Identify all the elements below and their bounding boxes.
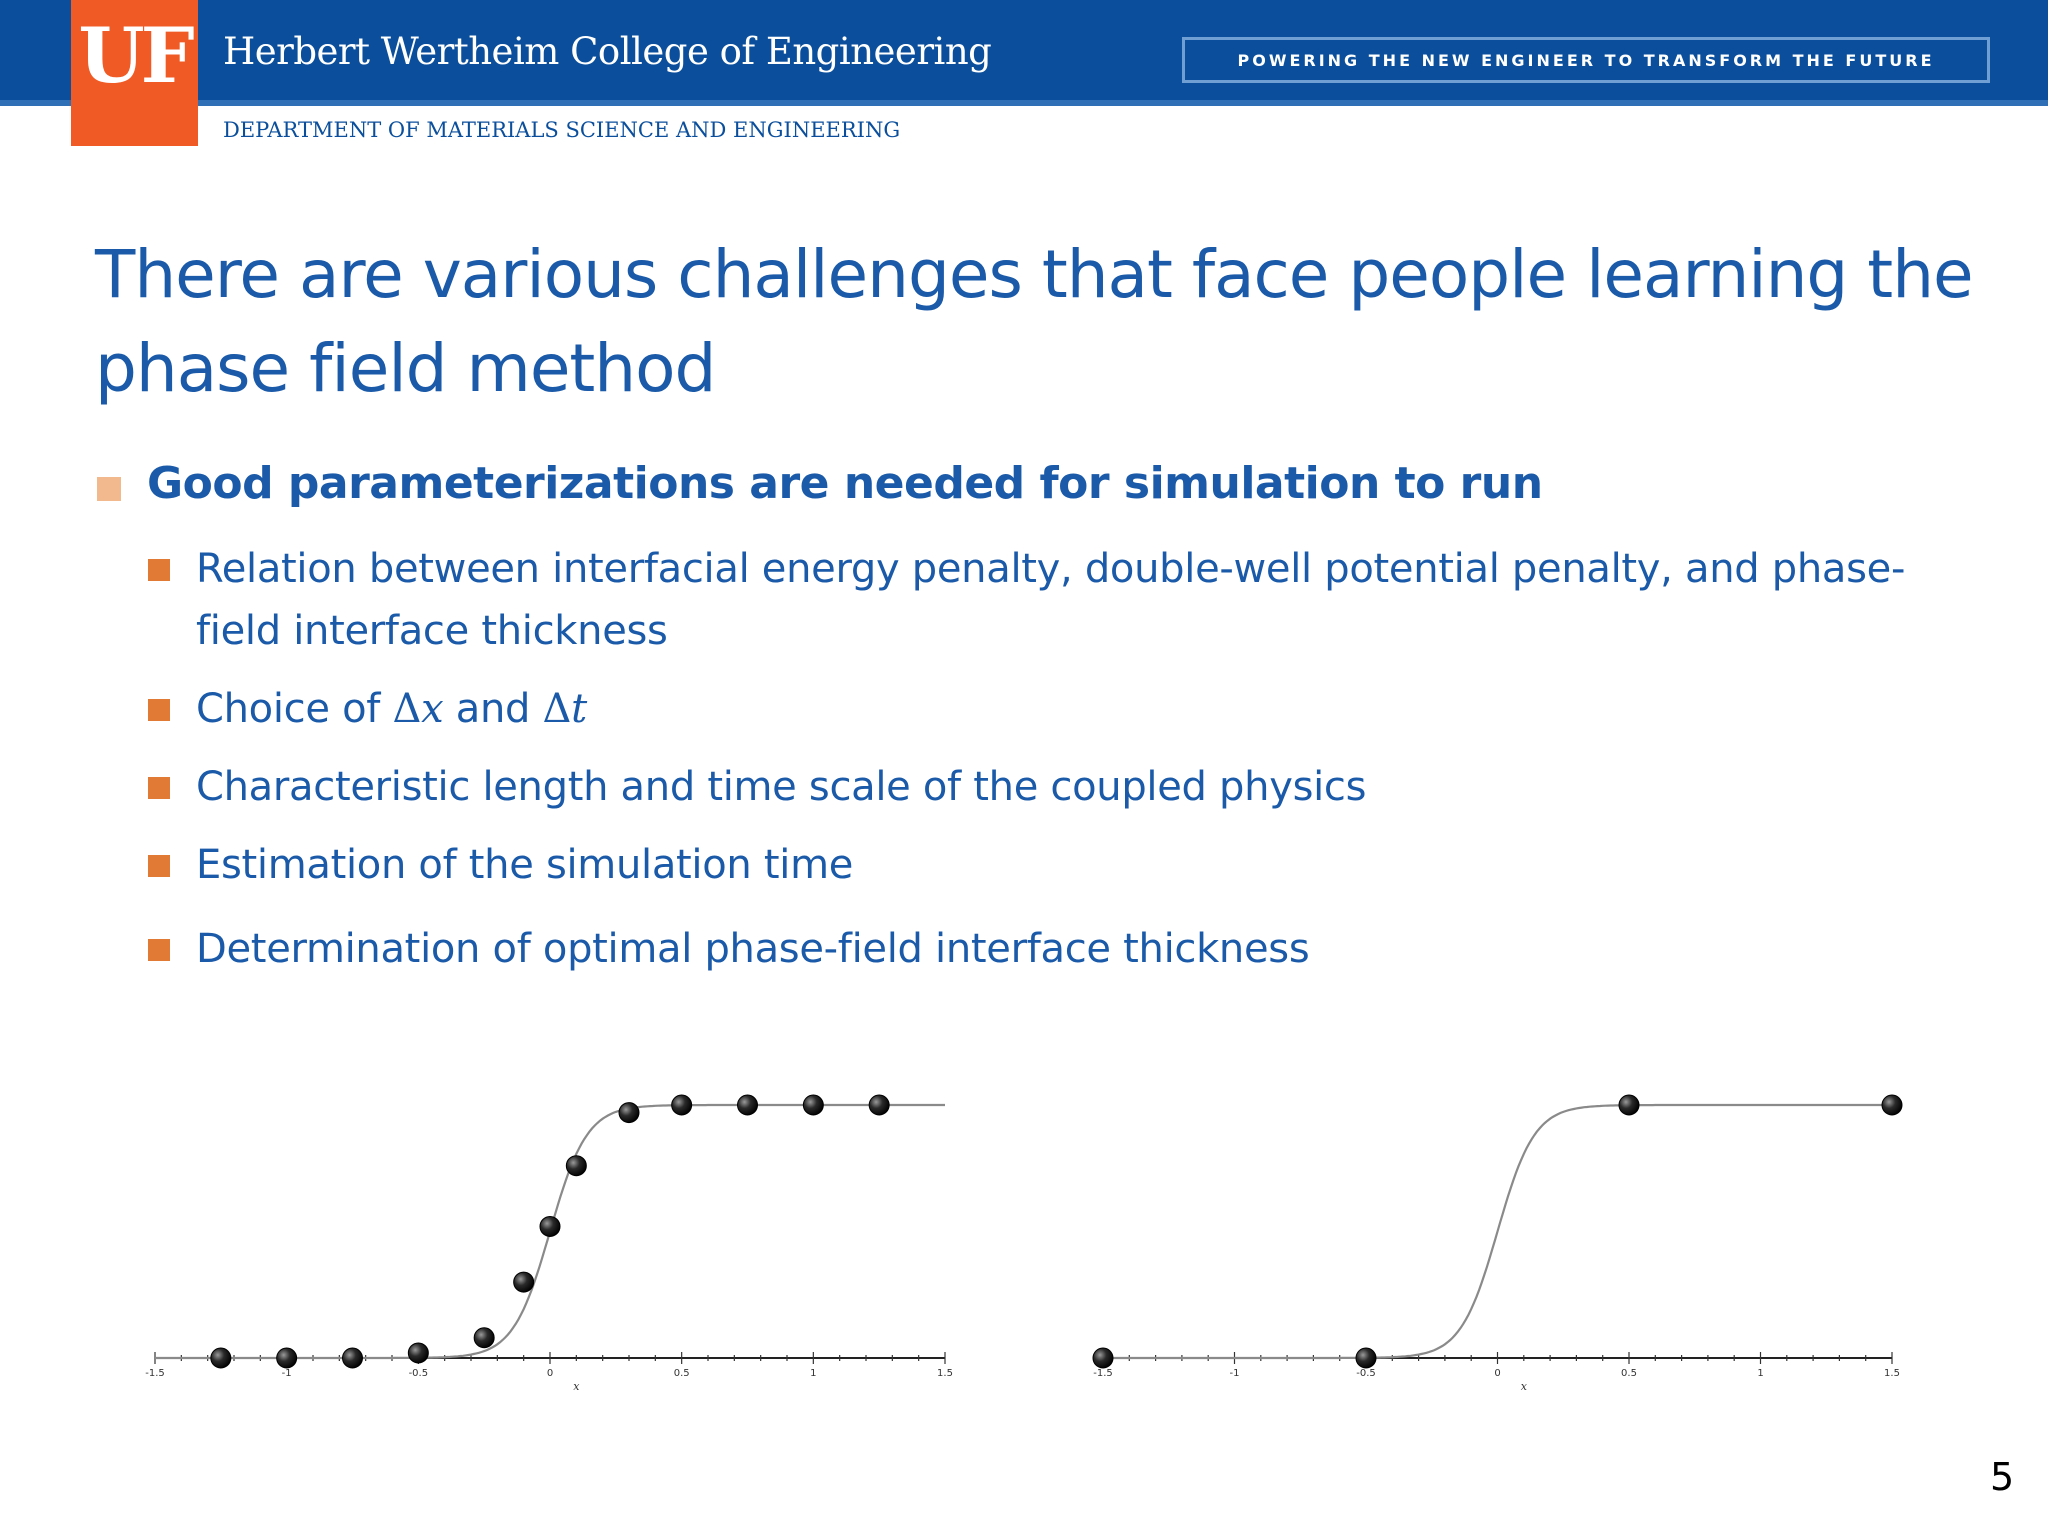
tick-label: -0.5 bbox=[1356, 1368, 1376, 1379]
data-point bbox=[1092, 1347, 1114, 1369]
tick-label: -0.5 bbox=[409, 1368, 429, 1379]
sub-bullet-text: Relation between interfacial energy pena… bbox=[196, 546, 1906, 654]
sub-bullet-text: Estimation of the simulation time bbox=[196, 842, 854, 888]
math-delta-t: Δt bbox=[542, 686, 588, 732]
slogan-box: POWERING THE NEW ENGINEER TO TRANSFORM T… bbox=[1182, 37, 1990, 83]
slide-title: There are various challenges that face p… bbox=[95, 236, 1974, 407]
college-name: Herbert Wertheim College of Engineering bbox=[223, 30, 992, 73]
tick-label: 0 bbox=[1494, 1368, 1500, 1379]
tick-label: -1.5 bbox=[1093, 1368, 1113, 1379]
sub-bullet-simulation-time: Estimation of the simulation time bbox=[148, 834, 1956, 896]
bullet-square-icon bbox=[97, 477, 121, 501]
tick-label: 0 bbox=[547, 1368, 553, 1379]
sub-bullet-text: Characteristic length and time scale of … bbox=[196, 764, 1367, 810]
math-delta-symbol: Δ bbox=[392, 686, 422, 732]
data-point bbox=[868, 1094, 890, 1116]
sub-bullet-choice-dx-dt: Choice of Δx and Δt bbox=[148, 678, 1956, 740]
data-point bbox=[473, 1327, 495, 1349]
bullet-square-icon bbox=[148, 939, 170, 961]
math-variable: t bbox=[571, 686, 587, 732]
tick-label: 1.5 bbox=[937, 1368, 953, 1379]
sub-bullet-text: Determination of optimal phase-field int… bbox=[196, 926, 1310, 972]
data-point bbox=[1881, 1094, 1903, 1116]
data-point bbox=[737, 1094, 758, 1116]
tick-label: 1.5 bbox=[1884, 1368, 1900, 1379]
sub-bullet-interfacial-relation: Relation between interfacial energy pena… bbox=[148, 538, 1956, 662]
tick-label: -1 bbox=[282, 1368, 292, 1379]
tick-label: 1 bbox=[810, 1368, 816, 1379]
tick-label: -1.5 bbox=[145, 1368, 165, 1379]
data-point bbox=[539, 1215, 561, 1237]
header-band bbox=[0, 0, 2048, 106]
uf-logo: UF bbox=[71, 0, 198, 146]
tick-label: 0.5 bbox=[674, 1368, 690, 1379]
sub-bullet-middle: and bbox=[443, 686, 543, 732]
tick-label: 1 bbox=[1757, 1368, 1763, 1379]
slide-number: 5 bbox=[1990, 1455, 2015, 1499]
math-delta-symbol: Δ bbox=[542, 686, 572, 732]
sub-bullet-optimal-thickness: Determination of optimal phase-field int… bbox=[148, 918, 1956, 980]
uf-logo-text: UF bbox=[78, 11, 194, 100]
x-axis-label: x bbox=[573, 1380, 580, 1393]
header-rule bbox=[0, 100, 2048, 106]
main-bullet-text: Good parameterizations are needed for si… bbox=[147, 458, 1543, 509]
tick-label: -1 bbox=[1230, 1368, 1240, 1379]
sub-bullet-text: Choice of Δx and Δt bbox=[196, 678, 1956, 740]
data-point bbox=[565, 1155, 587, 1177]
data-point bbox=[407, 1342, 429, 1364]
department-name: DEPARTMENT OF MATERIALS SCIENCE AND ENGI… bbox=[223, 118, 901, 142]
bullet-square-icon bbox=[148, 777, 170, 799]
data-point bbox=[1355, 1347, 1377, 1369]
data-point bbox=[618, 1102, 640, 1124]
math-delta-x: Δx bbox=[392, 686, 443, 732]
sub-bullet-characteristic-scale: Characteristic length and time scale of … bbox=[148, 756, 1956, 818]
data-point bbox=[513, 1271, 535, 1293]
profile-curve bbox=[1103, 1103, 1892, 1360]
data-point bbox=[1618, 1094, 1640, 1116]
data-point bbox=[342, 1347, 363, 1369]
plot-left: -1.5 -1 -0.5 0 0.5 1 1.5 x bbox=[145, 1094, 953, 1393]
data-point bbox=[210, 1347, 232, 1369]
data-point bbox=[671, 1094, 693, 1116]
main-bullet: Good parameterizations are needed for si… bbox=[97, 458, 1543, 509]
slogan-text: POWERING THE NEW ENGINEER TO TRANSFORM T… bbox=[1237, 50, 1935, 70]
data-point bbox=[276, 1347, 298, 1369]
bullet-square-icon bbox=[148, 855, 170, 877]
tick-label: 0.5 bbox=[1621, 1368, 1637, 1379]
x-axis-label: x bbox=[1521, 1380, 1528, 1393]
plot-right: -1.5 -1 -0.5 0 0.5 1 1.5 x bbox=[1092, 1094, 1903, 1393]
sub-bullet-prefix: Choice of bbox=[196, 686, 393, 732]
bullet-square-icon bbox=[148, 559, 170, 581]
math-variable: x bbox=[421, 686, 444, 732]
data-point bbox=[802, 1094, 824, 1116]
bullet-square-icon bbox=[148, 699, 170, 721]
